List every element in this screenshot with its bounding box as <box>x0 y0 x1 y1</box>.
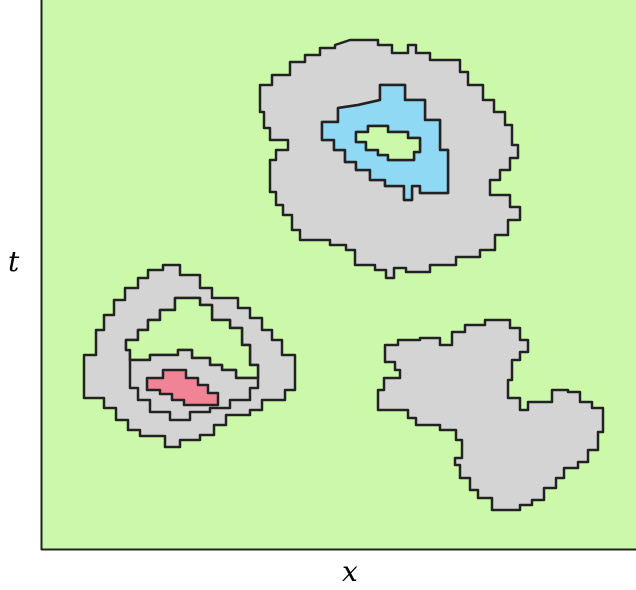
x-axis-label: x <box>342 555 358 588</box>
y-axis-label: t <box>8 245 20 278</box>
top-region <box>258 38 522 280</box>
bottom-left-region <box>82 263 297 449</box>
bottom-right-gray-region <box>376 318 605 512</box>
inner-green-hole <box>354 124 422 162</box>
pink-region <box>145 368 220 407</box>
